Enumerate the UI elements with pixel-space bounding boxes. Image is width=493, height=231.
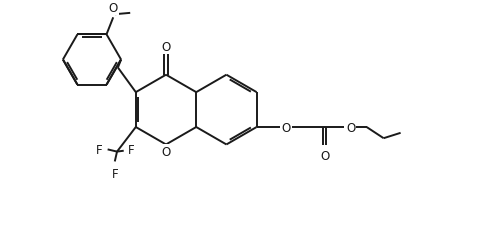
- Text: O: O: [346, 121, 355, 134]
- Text: F: F: [128, 144, 135, 157]
- Text: O: O: [161, 146, 171, 159]
- Text: O: O: [282, 121, 291, 134]
- Text: O: O: [320, 149, 329, 162]
- Text: F: F: [111, 167, 118, 180]
- Text: O: O: [108, 2, 118, 15]
- Text: F: F: [96, 143, 103, 156]
- Text: O: O: [161, 41, 171, 54]
